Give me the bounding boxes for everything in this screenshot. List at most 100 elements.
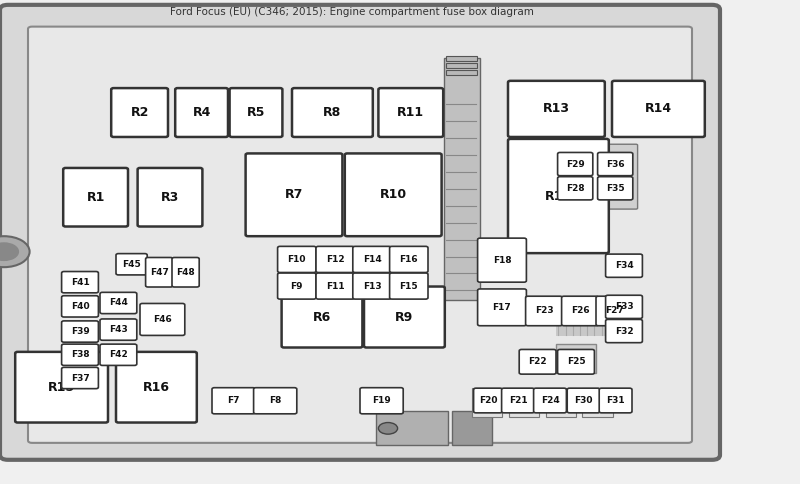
FancyBboxPatch shape — [478, 238, 526, 282]
FancyBboxPatch shape — [558, 152, 593, 176]
FancyBboxPatch shape — [378, 88, 443, 137]
Text: F12: F12 — [326, 255, 345, 264]
Text: R11: R11 — [398, 106, 424, 119]
Text: F32: F32 — [614, 327, 634, 335]
FancyBboxPatch shape — [278, 246, 316, 272]
Text: F38: F38 — [70, 350, 90, 359]
FancyBboxPatch shape — [278, 273, 316, 299]
Text: R5: R5 — [247, 106, 265, 119]
FancyBboxPatch shape — [116, 254, 147, 275]
Text: F48: F48 — [176, 268, 195, 277]
Text: F25: F25 — [566, 357, 586, 366]
Text: F9: F9 — [290, 282, 303, 290]
FancyBboxPatch shape — [550, 144, 638, 209]
Text: F8: F8 — [269, 396, 282, 405]
FancyBboxPatch shape — [558, 349, 594, 374]
FancyBboxPatch shape — [596, 296, 633, 326]
Text: F22: F22 — [528, 357, 547, 366]
Text: F31: F31 — [606, 396, 625, 405]
Text: R9: R9 — [395, 311, 414, 323]
Bar — [509, 388, 539, 417]
FancyBboxPatch shape — [474, 388, 502, 413]
Text: F29: F29 — [566, 160, 585, 168]
Circle shape — [0, 243, 18, 260]
FancyBboxPatch shape — [599, 388, 632, 413]
Text: R2: R2 — [130, 106, 149, 119]
Text: F24: F24 — [541, 396, 559, 405]
FancyBboxPatch shape — [558, 177, 593, 200]
Bar — [556, 300, 610, 336]
Text: R12: R12 — [545, 190, 572, 202]
FancyBboxPatch shape — [598, 152, 633, 176]
Text: R10: R10 — [380, 188, 406, 201]
Bar — [446, 70, 477, 75]
FancyBboxPatch shape — [111, 88, 168, 137]
FancyBboxPatch shape — [100, 319, 137, 340]
Text: Ford Focus (EU) (C346; 2015): Engine compartment fuse box diagram: Ford Focus (EU) (C346; 2015): Engine com… — [170, 7, 534, 17]
Text: F20: F20 — [478, 396, 498, 405]
FancyBboxPatch shape — [534, 388, 566, 413]
Text: F14: F14 — [362, 255, 382, 264]
Text: F34: F34 — [614, 261, 634, 270]
Text: F36: F36 — [606, 160, 625, 168]
Text: F27: F27 — [605, 306, 624, 316]
FancyBboxPatch shape — [390, 273, 428, 299]
Text: F43: F43 — [109, 325, 128, 334]
FancyBboxPatch shape — [100, 344, 137, 365]
FancyBboxPatch shape — [246, 153, 342, 236]
Text: F23: F23 — [534, 306, 554, 316]
FancyBboxPatch shape — [364, 287, 445, 348]
Text: F41: F41 — [70, 278, 90, 287]
FancyBboxPatch shape — [15, 352, 108, 423]
FancyBboxPatch shape — [212, 388, 255, 414]
Text: F46: F46 — [153, 315, 172, 324]
FancyBboxPatch shape — [502, 388, 534, 413]
FancyBboxPatch shape — [116, 352, 197, 423]
FancyBboxPatch shape — [254, 388, 297, 414]
FancyBboxPatch shape — [526, 296, 562, 326]
Text: F10: F10 — [287, 255, 306, 264]
Text: R8: R8 — [323, 106, 342, 119]
Text: R4: R4 — [193, 106, 210, 119]
Bar — [546, 388, 576, 417]
FancyBboxPatch shape — [146, 257, 173, 287]
FancyBboxPatch shape — [100, 292, 137, 314]
FancyBboxPatch shape — [508, 81, 605, 137]
Circle shape — [0, 236, 30, 267]
FancyBboxPatch shape — [606, 295, 642, 318]
Text: F16: F16 — [399, 255, 418, 264]
Text: F47: F47 — [150, 268, 169, 277]
Text: F17: F17 — [493, 303, 511, 312]
Text: F11: F11 — [326, 282, 345, 290]
FancyBboxPatch shape — [282, 287, 362, 348]
FancyBboxPatch shape — [175, 88, 228, 137]
FancyBboxPatch shape — [292, 88, 373, 137]
Text: R13: R13 — [543, 103, 570, 115]
FancyBboxPatch shape — [230, 88, 282, 137]
Bar — [446, 56, 477, 60]
Text: R7: R7 — [285, 188, 303, 201]
Text: R15: R15 — [48, 381, 75, 393]
FancyBboxPatch shape — [345, 153, 442, 236]
Text: F45: F45 — [122, 260, 141, 269]
Text: F26: F26 — [570, 306, 590, 316]
FancyBboxPatch shape — [478, 289, 526, 326]
Text: R1: R1 — [86, 191, 105, 204]
FancyBboxPatch shape — [606, 254, 642, 277]
Text: F21: F21 — [509, 396, 527, 405]
Bar — [472, 388, 502, 417]
Text: F40: F40 — [70, 302, 90, 311]
Bar — [444, 58, 480, 300]
FancyBboxPatch shape — [172, 257, 199, 287]
Text: F42: F42 — [109, 350, 128, 359]
Circle shape — [378, 423, 398, 434]
FancyBboxPatch shape — [519, 349, 556, 374]
FancyBboxPatch shape — [63, 168, 128, 227]
Text: R16: R16 — [143, 381, 170, 393]
FancyBboxPatch shape — [62, 272, 98, 293]
FancyBboxPatch shape — [316, 273, 354, 299]
FancyBboxPatch shape — [567, 388, 600, 413]
Text: R14: R14 — [645, 103, 672, 115]
FancyBboxPatch shape — [612, 81, 705, 137]
Text: F13: F13 — [362, 282, 382, 290]
